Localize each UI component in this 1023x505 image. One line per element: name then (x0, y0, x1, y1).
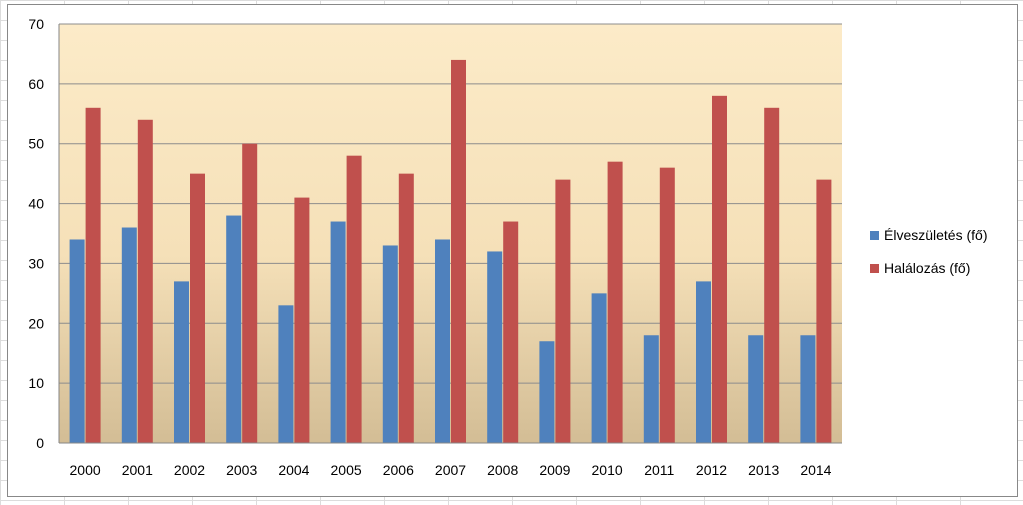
x-axis-tick-labels: 2000 2001 2002 2003 2004 2005 2006 2007 2008 2009… (70, 462, 832, 478)
bar-elveszuletes[interactable] (696, 281, 711, 443)
bar-elveszuletes[interactable] (330, 221, 346, 443)
bar-elveszuletes[interactable] (748, 335, 764, 443)
y-tick-label: 20 (28, 315, 44, 331)
bar-halalozas[interactable] (764, 107, 780, 444)
y-tick-label: 60 (28, 76, 44, 92)
x-tick-label: 2012 (696, 462, 727, 478)
x-tick-label: 2009 (539, 462, 570, 478)
x-tick-label: 2004 (278, 462, 309, 478)
bar-halalozas[interactable] (346, 155, 362, 443)
bar-halalozas[interactable] (85, 107, 101, 444)
bar-halalozas[interactable] (294, 197, 310, 443)
bar-elveszuletes[interactable] (800, 335, 816, 443)
bar-elveszuletes[interactable] (591, 293, 607, 443)
x-tick-label: 2003 (226, 462, 257, 478)
y-tick-label: 50 (28, 136, 44, 152)
bars (69, 59, 832, 444)
gridlines (59, 23, 842, 384)
x-tick-label: 2011 (644, 462, 674, 478)
x-tick-label: 2014 (800, 462, 831, 478)
legend-label: Élveszületés (fő) (884, 227, 987, 243)
chart-area[interactable]: 0 10 20 30 40 50 60 70 2000 2001 2002 2003 2004 2005… (7, 4, 1018, 497)
y-tick-label: 30 (28, 255, 44, 271)
bar-elveszuletes[interactable] (487, 251, 503, 443)
x-tick-label: 2007 (435, 462, 466, 478)
legend-swatch (870, 264, 879, 273)
bar-halalozas[interactable] (816, 179, 832, 443)
legend: Élveszületés (fő) Halálozás (fő) (870, 227, 987, 276)
bar-elveszuletes[interactable] (435, 239, 450, 443)
x-tick-label: 2006 (383, 462, 414, 478)
y-tick-label: 0 (36, 435, 44, 451)
bar-elveszuletes[interactable] (643, 335, 659, 443)
bar-elveszuletes[interactable] (382, 245, 398, 443)
bar-halalozas[interactable] (607, 161, 623, 443)
bar-halalozas[interactable] (555, 179, 571, 443)
x-tick-label: 2005 (331, 462, 362, 478)
x-tick-label: 2013 (748, 462, 779, 478)
bar-elveszuletes[interactable] (174, 281, 189, 443)
bar-elveszuletes[interactable] (69, 239, 85, 443)
bar-halalozas[interactable] (137, 119, 153, 444)
bar-halalozas[interactable] (242, 143, 258, 443)
bar-halalozas[interactable] (190, 173, 205, 443)
x-tick-label: 2010 (592, 462, 623, 478)
y-tick-label: 10 (28, 375, 44, 391)
legend-swatch (870, 231, 879, 240)
x-tick-label: 2001 (122, 462, 153, 478)
bar-chart: 0 10 20 30 40 50 60 70 2000 2001 2002 2003 2004 2005… (28, 16, 987, 478)
plot-area (59, 24, 842, 443)
bar-halalozas[interactable] (659, 167, 675, 443)
y-axis-tick-labels: 0 10 20 30 40 50 60 70 (28, 16, 44, 451)
bar-elveszuletes[interactable] (121, 227, 137, 443)
bar-elveszuletes[interactable] (226, 215, 242, 443)
bar-halalozas[interactable] (451, 59, 466, 444)
bar-elveszuletes[interactable] (539, 341, 555, 443)
legend-label: Halálozás (fő) (884, 260, 970, 276)
bar-halalozas[interactable] (398, 173, 414, 443)
y-tick-label: 70 (28, 16, 44, 32)
x-tick-label: 2000 (70, 462, 101, 478)
bar-elveszuletes[interactable] (278, 305, 294, 443)
x-tick-label: 2002 (174, 462, 205, 478)
bar-halalozas[interactable] (712, 95, 727, 443)
y-tick-label: 40 (28, 196, 44, 212)
x-tick-label: 2008 (487, 462, 518, 478)
bar-halalozas[interactable] (503, 221, 519, 443)
